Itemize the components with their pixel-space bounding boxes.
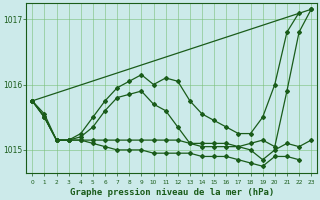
X-axis label: Graphe pression niveau de la mer (hPa): Graphe pression niveau de la mer (hPa) xyxy=(69,188,274,197)
